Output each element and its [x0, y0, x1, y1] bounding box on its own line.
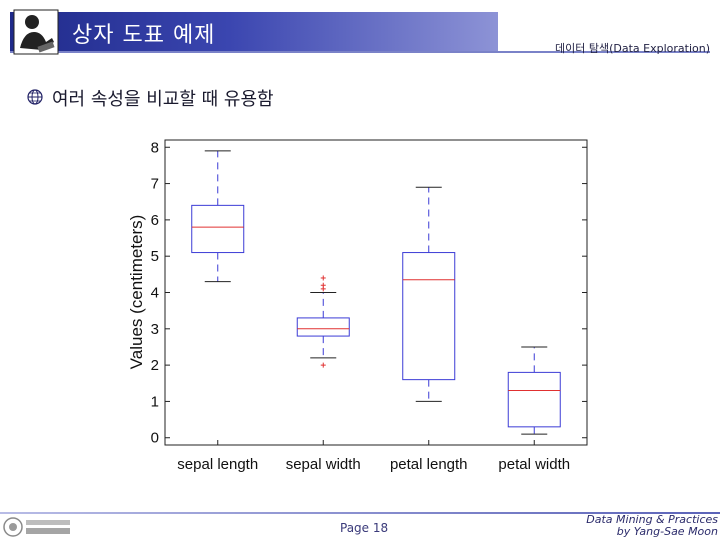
x-tick-label: sepal width [286, 456, 361, 473]
plot-area [164, 139, 588, 446]
y-tick-label: 5 [151, 248, 159, 265]
y-axis-label: Values (centimeters) [127, 215, 146, 370]
y-tick-label: 8 [151, 139, 159, 156]
y-tick-label: 2 [151, 357, 159, 374]
y-tick-label: 3 [151, 321, 159, 338]
y-tick-label: 0 [151, 430, 159, 447]
x-tick-label: petal width [498, 456, 570, 473]
section-label: 데이터 탐색(Data Exploration) [554, 42, 710, 55]
box-iqr [296, 317, 350, 337]
slide-title: 상자 도표 예제 [72, 23, 216, 48]
presenter-logo-icon [13, 9, 59, 55]
y-tick-label: 1 [151, 393, 159, 410]
y-tick-label: 7 [151, 176, 159, 193]
y-tick-label: 6 [151, 212, 159, 229]
page-number: Page 18 [340, 521, 389, 535]
y-tick-label: 4 [151, 285, 159, 302]
footer-credit-line2: by Yang-Sae Moon [616, 525, 718, 538]
box-petal-length [402, 186, 456, 402]
box-iqr [191, 204, 245, 254]
x-tick-label: petal length [390, 456, 468, 473]
box-sepal-length [191, 150, 245, 283]
box-plot-chart: 0 1 2 3 4 5 6 7 8 sepal length sepal width petal l… [127, 139, 588, 473]
box-sepal-width [296, 275, 350, 368]
box-iqr [507, 371, 561, 428]
bullet-globe-icon [27, 89, 43, 105]
footer-credit: Data Mining & Practices by Yang-Sae Moon [586, 514, 718, 538]
bullet-text: 여러 속성을 비교할 때 유용함 [52, 89, 274, 110]
x-tick-label: sepal length [177, 456, 258, 473]
box-iqr [402, 252, 456, 381]
university-logo-icon [3, 517, 70, 537]
title-underline [10, 51, 710, 53]
title-banner [10, 12, 498, 52]
box-petal-width [507, 346, 561, 435]
footer-line [0, 512, 720, 514]
footer-credit-line1: Data Mining & Practices [586, 513, 718, 526]
